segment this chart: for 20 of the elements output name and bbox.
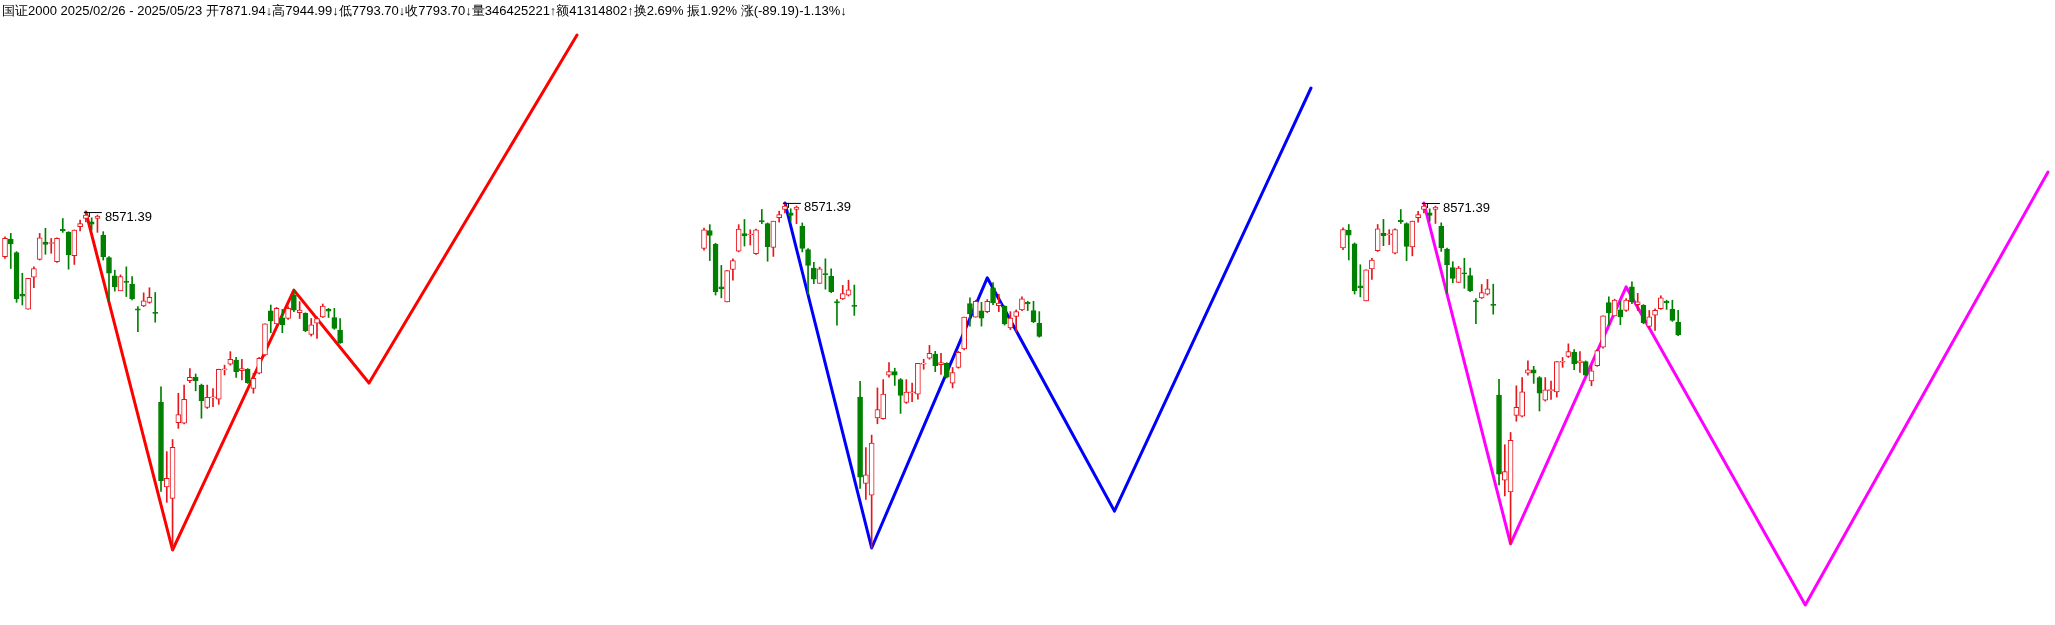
candlestick — [1345, 224, 1352, 261]
candlestick — [938, 353, 944, 375]
candlestick — [135, 306, 141, 333]
candlestick — [1426, 208, 1433, 222]
candlestick — [834, 299, 840, 326]
candlestick — [706, 224, 713, 261]
annotation: 8571.39 — [104, 208, 152, 224]
annotation: 8571.39 — [803, 199, 851, 215]
candlestick — [1530, 366, 1537, 384]
candlestick — [1473, 298, 1479, 325]
candlestick — [1652, 308, 1658, 331]
candlestick — [7, 233, 14, 269]
candlestick — [1490, 283, 1497, 315]
candlestick — [758, 209, 765, 224]
chart-title: 国证2000 2025/02/26 - 2025/05/23 开7871.94↓高7944.99↓低7793.70↓收7793.70↓量346425221↑额41314802↑换2.69% 振1.92% 涨(-89.19)-1.13%↓ — [2, 2, 847, 20]
candlestick — [891, 367, 898, 386]
candlestick — [239, 359, 245, 381]
candlestick — [886, 362, 892, 378]
candlestick — [787, 208, 794, 222]
annotation: 8571.39 — [1442, 199, 1490, 215]
